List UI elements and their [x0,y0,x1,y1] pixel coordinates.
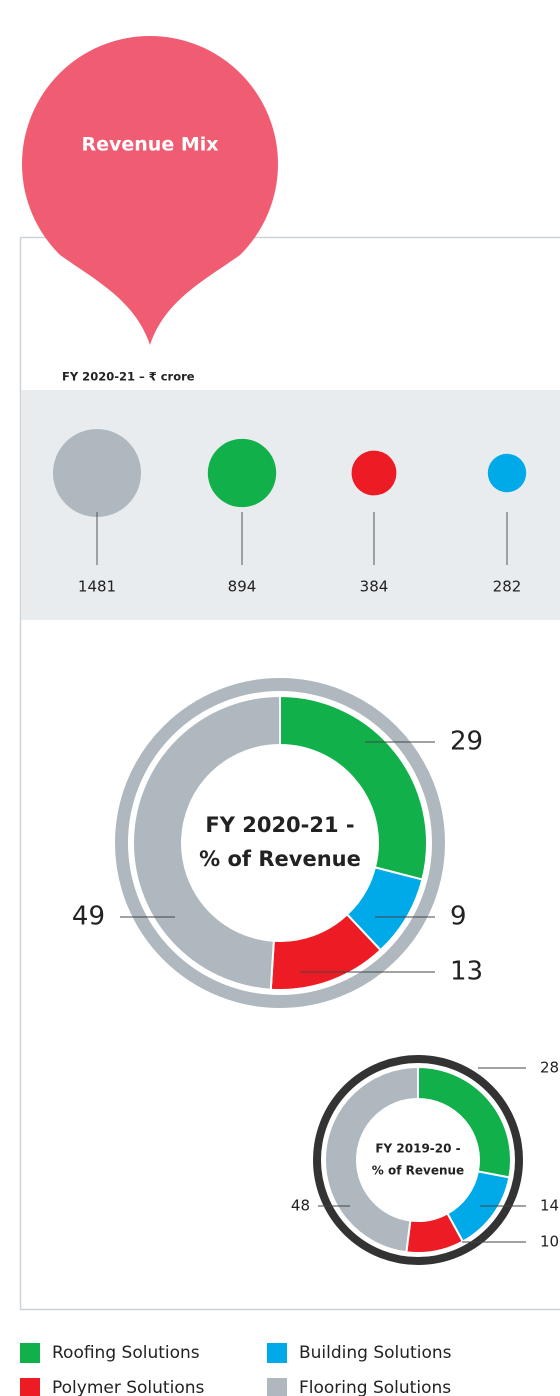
legend-label: Polymer Solutions [52,1378,204,1396]
donut-title: FY 2020-21 - [205,813,354,837]
value-label: 28 [540,1059,559,1077]
value-label: 1481 [78,578,116,596]
bubble [53,429,141,517]
panel [19,236,560,1311]
legend-label: Roofing Solutions [52,1343,200,1363]
value-label: 282 [493,578,522,596]
value-label: 48 [291,1197,310,1215]
legend-swatch [267,1378,287,1396]
value-label: 13 [450,957,483,987]
badge-text: Revenue Mix [81,134,218,156]
donut-segment [417,1065,512,1179]
outer-ring [115,678,445,1008]
bubble-title: FY 2020-21 – ₹ crore [62,370,195,384]
value-label: 14 [540,1197,559,1215]
donut-title: FY 2019-20 - [375,1142,460,1156]
value-label: 894 [228,578,257,596]
value-label: 29 [450,727,483,757]
legend-label: Building Solutions [299,1343,452,1363]
value-label: 384 [360,578,389,596]
legend-swatch [20,1343,40,1363]
bubble [487,453,527,493]
badge [22,35,278,346]
value-label: 10 [540,1233,559,1251]
legend-label: Flooring Solutions [299,1378,451,1396]
legend-swatch [20,1378,40,1396]
value-label: 49 [72,902,105,932]
bubble [207,438,277,508]
donut-title: % of Revenue [372,1164,464,1178]
donut-segment [132,694,281,991]
bubble [351,450,397,496]
legend-swatch [267,1343,287,1363]
donut-title: % of Revenue [199,847,361,871]
donut-segment [279,694,428,881]
value-label: 9 [450,902,467,932]
outer-ring [313,1055,523,1265]
